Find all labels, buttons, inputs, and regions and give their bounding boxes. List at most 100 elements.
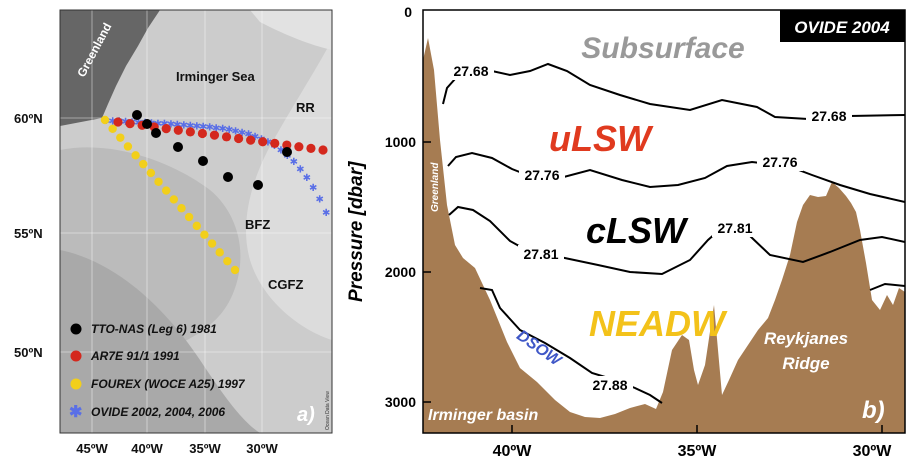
tto-station-marker [223,172,233,182]
fourex-station-marker [123,142,133,151]
x-tick-35w: 35ºW [678,443,718,460]
fourex-station-marker [215,248,224,257]
map-lat-labels: 60ºN 55ºN 50ºN [14,111,43,360]
legend-marker-ar7e [70,350,82,362]
section-y-ticks: 0 1000 2000 3000 [385,4,416,410]
section-badge: OVIDE 2004 [794,18,890,37]
tto-station-marker [282,147,292,157]
map-ridge [246,40,332,340]
ovide-station-marker: ✱ [212,123,220,134]
fourex-station-marker [139,159,148,169]
section-badge-box [780,10,905,42]
ovide-station-marker: ✱ [225,125,233,136]
ovide-station-marker: ✱ [244,130,252,141]
x-tick-40w: 40ºW [493,443,533,460]
fourex-station-marker [116,133,125,142]
fourex-station-marker [230,265,240,275]
ovide-station-marker: ✱ [277,146,285,157]
relief-label-reykjanes: Reykjanes [764,329,848,348]
ovide-station-marker: ✱ [199,122,207,133]
label-cgfz: CGFZ [268,277,303,292]
lon-label-30: 30ºW [246,441,278,456]
ovide-station-marker: ✱ [316,195,324,206]
map-frame [59,9,333,434]
ovide-station-marker: ✱ [251,132,259,143]
label-neadw: NEADW [589,303,728,344]
isopycnal-label-d1: 27.88 [592,377,627,393]
isopycnal-label-b1: 27.76 [524,167,559,183]
isopycnal-2781-east [869,282,905,291]
water-mass-labels: Subsurface uLSW cLSW NEADW DSOW [513,32,744,371]
legend-label-ovide: OVIDE 2002, 2004, 2006 [91,405,225,419]
fourex-station-marker [108,124,117,134]
isopycnal-label-a2: 27.68 [811,108,846,124]
ar7e-station-marker [270,138,280,149]
ovide-station-marker: ✱ [296,164,304,175]
label-irminger-sea: Irminger Sea [176,69,256,84]
ar7e-station-marker [306,143,316,153]
ovide-station-marker: ✱ [238,128,246,139]
fourex-station-marker [207,239,217,248]
ar7e-station-marker [161,123,171,134]
map-lon-labels: 45ºW 40ºW 35ºW 30ºW [76,441,278,456]
ar7e-station-marker [125,119,135,129]
legend-marker-tto [70,323,82,335]
ar7e-station-marker [246,135,256,145]
section-x-ticks: 40ºW 35ºW 30ºW [493,443,893,460]
label-clsw: cLSW [586,210,689,251]
map-stations: ✱✱✱✱✱✱✱✱✱✱✱✱✱✱✱✱✱✱✱✱✱✱✱✱✱✱✱✱✱✱✱✱✱✱✱ [100,110,330,275]
ovide-station-marker: ✱ [290,157,298,168]
map-iceland-shelf [250,10,332,50]
ar7e-station-marker [318,145,328,155]
ar7e-station-marker [209,130,220,140]
section-axis-ticks [423,141,883,433]
lat-label-55: 55ºN [14,226,43,241]
ovide-station-marker: ✱ [193,121,201,132]
fourex-station-marker [131,151,140,160]
tto-station-marker [132,110,142,120]
ovide-station-marker: ✱ [218,124,226,135]
section-panel-label: b) [862,397,885,424]
map-panel-label: a) [297,404,315,426]
ovide-station-marker: ✱ [303,173,311,184]
isopycnal-2776 [447,151,905,203]
ovide-station-marker: ✱ [173,120,181,131]
lat-label-60: 60ºN [14,111,43,126]
ar7e-station-marker [258,137,268,147]
ovide-station-marker: ✱ [167,120,175,131]
ar7e-station-marker [282,140,292,150]
isopycnal-2788 [479,287,663,404]
isopycnal-2781 [448,205,905,276]
ovide-station-marker: ✱ [206,123,214,134]
map-abyssal [60,250,260,433]
isopycnal-labels: 27.68 27.68 27.76 27.76 27.81 27.81 27.8… [448,62,852,394]
fourex-station-marker [169,195,179,204]
legend-label-tto: TTO-NAS (Leg 6) 1981 [91,322,217,336]
fourex-station-marker [146,168,156,178]
ovide-station-marker: ✱ [264,137,272,148]
label-subsurface: Subsurface [581,32,744,65]
relief-label-irminger-basin: Irminger basin [428,407,538,424]
ovide-station-marker: ✱ [309,183,317,194]
y-tick-2000: 2000 [385,264,416,280]
ovide-station-marker: ✱ [186,121,194,132]
ar7e-station-marker [113,117,123,127]
map-panel: ✱✱✱✱✱✱✱✱✱✱✱✱✱✱✱✱✱✱✱✱✱✱✱✱✱✱✱✱✱✱✱✱✱✱✱ Gree… [14,9,333,456]
ar7e-station-marker [221,132,232,142]
fourex-station-marker [184,212,194,222]
x-tick-30w: 30ºW [853,443,893,460]
lon-label-40: 40ºW [131,441,163,456]
legend-marker-ovide-star: ✱ [69,404,82,421]
ar7e-station-marker [197,128,208,139]
fourex-station-marker [223,256,232,266]
legend-marker-fourex [70,378,82,390]
relief-label-ridge: Ridge [782,354,829,373]
ovide-station-marker: ✱ [108,116,116,127]
fourex-station-marker [177,204,186,213]
ar7e-station-marker [185,127,195,137]
ar7e-station-marker [294,142,304,152]
ar7e-station-marker [173,125,183,135]
lon-label-45: 45ºW [76,441,108,456]
y-tick-3000: 3000 [385,394,416,410]
isopycnal-label-b2: 27.76 [762,154,797,170]
